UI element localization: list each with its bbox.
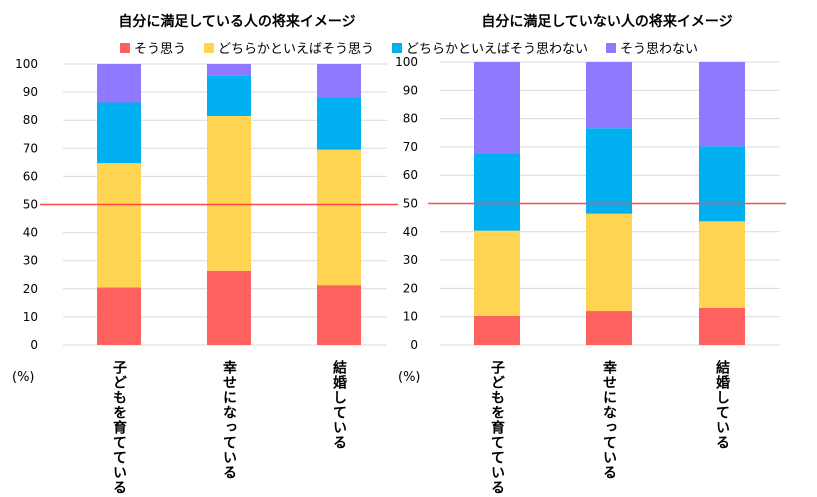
y-tick-label: 10 xyxy=(403,310,418,324)
y-tick-label: 50 xyxy=(23,198,38,212)
bar-segment xyxy=(207,115,251,271)
bar-segment xyxy=(207,75,251,116)
bar-segment xyxy=(207,270,251,345)
y-tick-label: 30 xyxy=(403,253,418,267)
bar-segment xyxy=(97,64,141,103)
bar-segment xyxy=(474,153,520,231)
category-label: 幸せになっている xyxy=(601,360,617,480)
bar-segment xyxy=(207,64,251,76)
chart-title-left: 自分に満足している人の将来イメージ xyxy=(118,14,356,30)
bar-segment xyxy=(699,307,745,345)
y-tick-label: 60 xyxy=(403,168,418,182)
bar-segment xyxy=(586,213,632,312)
category-label: 結婚している xyxy=(714,360,730,450)
legend-swatch xyxy=(606,42,617,53)
y-tick-label: 70 xyxy=(23,141,38,155)
bar-segment xyxy=(317,149,361,286)
bar-segment xyxy=(317,98,361,150)
legend-label: そう思う xyxy=(134,42,187,57)
bar-segment xyxy=(317,285,361,345)
y-unit-label: (%) xyxy=(398,370,421,385)
bar-segment xyxy=(699,221,745,308)
chart-title-right: 自分に満足していない人の将来イメージ xyxy=(481,14,733,30)
bar-segment xyxy=(317,64,361,99)
y-tick-label: 60 xyxy=(23,169,38,183)
y-tick-label: 70 xyxy=(403,140,418,154)
y-tick-label: 10 xyxy=(23,310,38,324)
legend-label: どちらかといえばそう思う xyxy=(218,42,375,57)
legend-item: どちらかといえばそう思う xyxy=(204,38,374,57)
bar-segment xyxy=(586,311,632,345)
bar-segment xyxy=(699,146,745,222)
legend-label: そう思わない xyxy=(620,42,699,57)
y-tick-label: 40 xyxy=(403,225,418,239)
y-tick-label: 20 xyxy=(403,281,418,295)
bar-segment xyxy=(586,128,632,214)
y-tick-label: 100 xyxy=(15,57,38,71)
y-tick-label: 80 xyxy=(23,113,38,127)
bar-segment xyxy=(97,163,141,288)
y-tick-label: 40 xyxy=(23,226,38,240)
y-tick-label: 100 xyxy=(395,55,418,69)
category-label: 幸せになっている xyxy=(221,360,237,480)
y-tick-label: 90 xyxy=(23,85,38,99)
legend-swatch xyxy=(120,42,130,53)
bar-segment xyxy=(474,315,520,345)
legend-item: そう思わない xyxy=(606,38,698,57)
bar-segment xyxy=(97,287,141,345)
y-tick-label: 20 xyxy=(23,282,38,296)
bar-segment xyxy=(586,62,632,129)
legend-item: そう思う xyxy=(120,38,186,57)
bar-segment xyxy=(97,102,141,164)
y-tick-label: 90 xyxy=(403,83,418,97)
y-tick-label: 0 xyxy=(30,338,38,352)
bar-segment xyxy=(474,230,520,316)
y-tick-label: 30 xyxy=(23,254,38,268)
y-tick-label: 80 xyxy=(403,112,418,126)
y-unit-label: (%) xyxy=(12,370,35,385)
legend-swatch xyxy=(204,42,215,53)
legend-item: どちらかといえばそう思わない xyxy=(392,38,588,57)
y-tick-label: 50 xyxy=(403,197,418,211)
legend-swatch xyxy=(392,42,403,53)
bar-segment xyxy=(699,62,745,147)
category-label: 子どもを育てている xyxy=(111,360,127,495)
legend: そう思う どちらかといえばそう思う どちらかといえばそう思わない そう思わない xyxy=(120,38,698,57)
category-label: 結婚している xyxy=(331,360,347,450)
y-tick-label: 0 xyxy=(410,338,418,352)
category-label: 子どもを育てている xyxy=(489,360,505,495)
bar-segment xyxy=(474,62,520,154)
legend-label: どちらかといえばそう思わない xyxy=(406,42,589,57)
